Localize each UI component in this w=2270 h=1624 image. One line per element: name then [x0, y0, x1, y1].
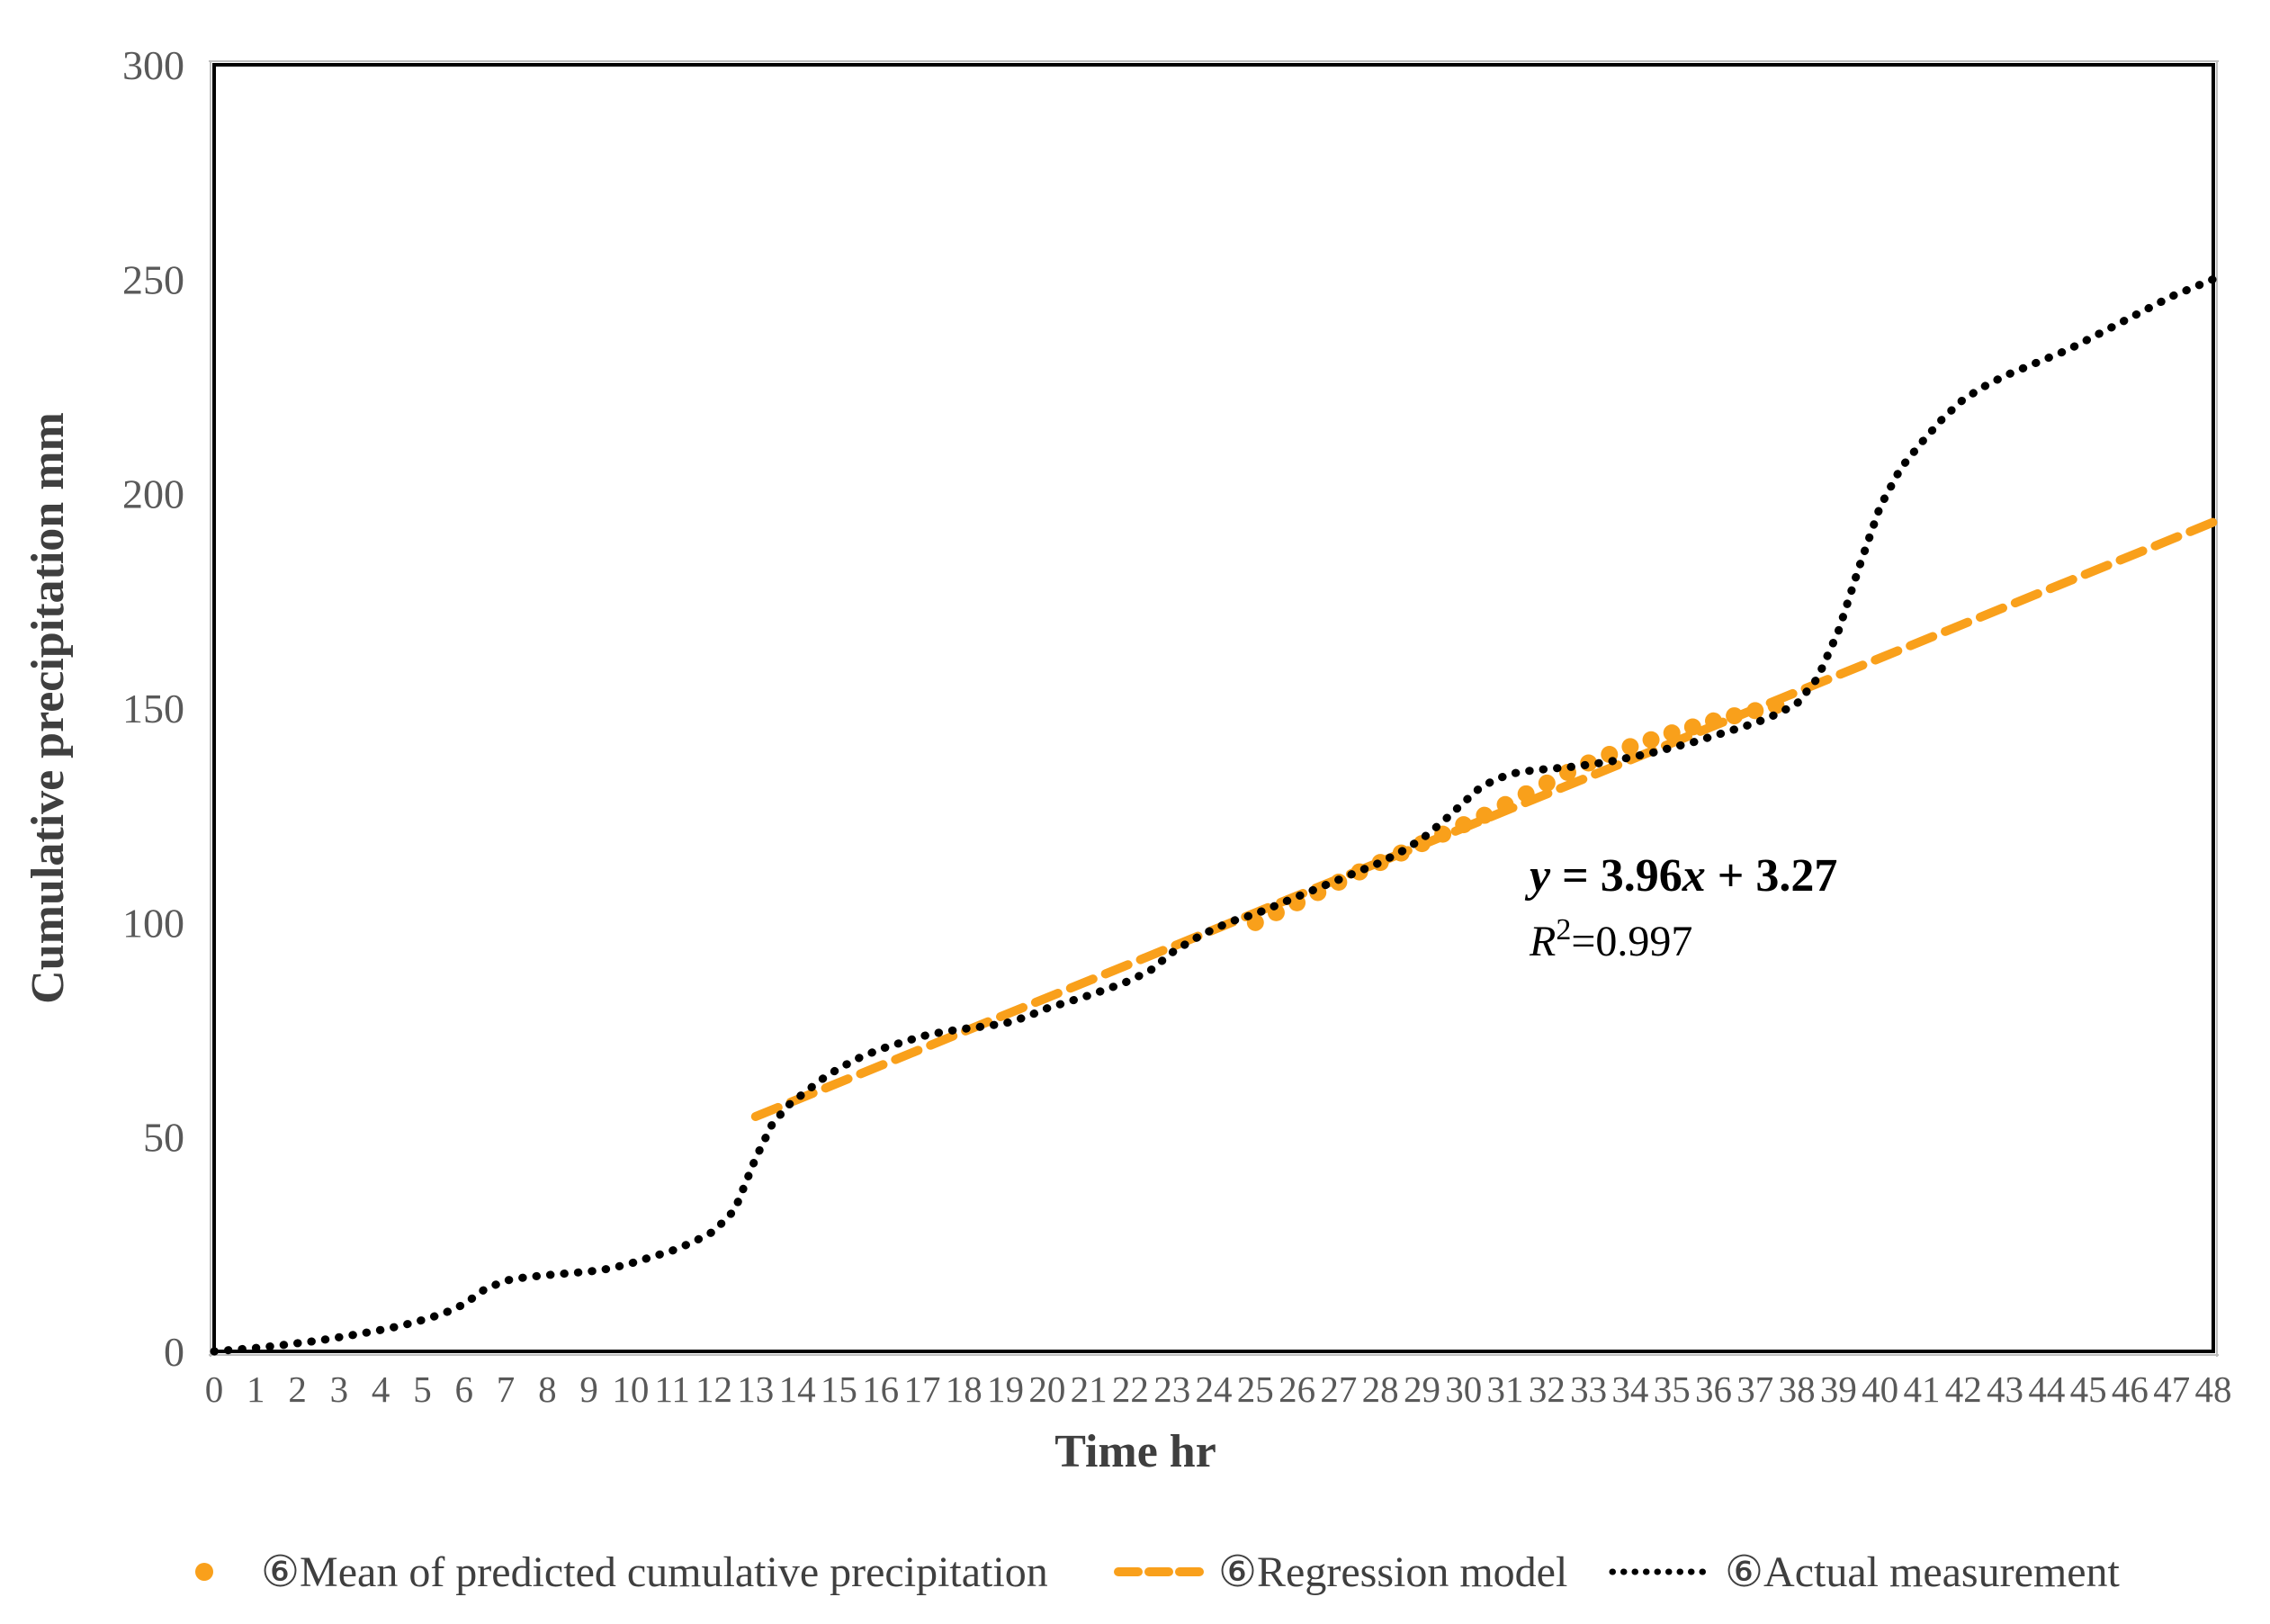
series-actual-measurement: [210, 274, 2218, 1356]
svg-text:28: 28: [1362, 1368, 1399, 1410]
svg-text:40: 40: [1862, 1368, 1898, 1410]
svg-text:24: 24: [1196, 1368, 1233, 1410]
svg-text:36: 36: [1695, 1368, 1732, 1410]
svg-text:35: 35: [1654, 1368, 1691, 1410]
svg-text:41: 41: [1903, 1368, 1940, 1410]
series-regression-model: [750, 517, 2218, 1122]
svg-text:32: 32: [1529, 1368, 1566, 1410]
svg-text:14: 14: [779, 1368, 816, 1410]
svg-text:47: 47: [2153, 1368, 2190, 1410]
svg-text:1: 1: [247, 1368, 265, 1410]
svg-text:16: 16: [862, 1368, 899, 1410]
svg-text:2: 2: [288, 1368, 307, 1410]
svg-text:11: 11: [654, 1368, 689, 1410]
y-axis-ticks: 0 50 100 150 200 250 300: [122, 42, 184, 1375]
svg-text:48: 48: [2195, 1368, 2232, 1410]
svg-text:31: 31: [1487, 1368, 1524, 1410]
svg-text:26: 26: [1279, 1368, 1315, 1410]
svg-text:5: 5: [413, 1368, 432, 1410]
legend-item-2: ⑥Regression model: [1114, 1548, 1567, 1596]
legend-dot-marker: [195, 1563, 213, 1581]
equation-annotation: y = 3.96x + 3.27 R2=0.997: [1524, 850, 1837, 965]
legend-label: ⑥Actual measurement: [1725, 1548, 2121, 1596]
svg-text:6: 6: [455, 1368, 474, 1410]
regression-equation: y = 3.96x + 3.27: [1524, 850, 1837, 902]
svg-text:25: 25: [1237, 1368, 1274, 1410]
x-axis-title: Time hr: [1054, 1426, 1216, 1477]
svg-text:46: 46: [2112, 1368, 2149, 1410]
svg-text:27: 27: [1320, 1368, 1357, 1410]
svg-text:38: 38: [1779, 1368, 1816, 1410]
svg-text:150: 150: [122, 686, 184, 731]
legend: ⑥Mean of predicted cumulative precipitat…: [195, 1548, 2121, 1596]
axis-shadow: [209, 60, 2219, 1357]
plot-area: [212, 63, 2215, 1353]
legend-item-3: ⑥Actual measurement: [1609, 1548, 2121, 1596]
svg-text:34: 34: [1611, 1368, 1648, 1410]
svg-text:13: 13: [737, 1368, 774, 1410]
svg-text:300: 300: [122, 42, 184, 88]
svg-text:29: 29: [1404, 1368, 1440, 1410]
svg-text:0: 0: [164, 1329, 184, 1375]
svg-text:42: 42: [1945, 1368, 1982, 1410]
svg-text:4: 4: [372, 1368, 390, 1410]
svg-text:33: 33: [1570, 1368, 1607, 1410]
svg-text:21: 21: [1071, 1368, 1108, 1410]
svg-text:19: 19: [987, 1368, 1024, 1410]
svg-text:250: 250: [122, 256, 184, 302]
svg-text:200: 200: [122, 471, 184, 517]
svg-text:44: 44: [2028, 1368, 2065, 1410]
svg-text:100: 100: [122, 900, 184, 946]
legend-label: ⑥Mean of predicted cumulative precipitat…: [261, 1548, 1048, 1596]
svg-text:18: 18: [946, 1368, 982, 1410]
svg-text:10: 10: [612, 1368, 649, 1410]
svg-text:0: 0: [205, 1368, 224, 1410]
svg-text:22: 22: [1112, 1368, 1149, 1410]
y-axis-title: Cumulative precipitation mm: [22, 412, 74, 1004]
legend-item-1: ⑥Mean of predicted cumulative precipitat…: [195, 1548, 1048, 1596]
svg-text:9: 9: [579, 1368, 598, 1410]
svg-text:8: 8: [538, 1368, 557, 1410]
svg-text:37: 37: [1736, 1368, 1773, 1410]
svg-text:43: 43: [1987, 1368, 2023, 1410]
svg-text:7: 7: [497, 1368, 516, 1410]
svg-text:45: 45: [2070, 1368, 2107, 1410]
svg-text:30: 30: [1445, 1368, 1482, 1410]
svg-text:17: 17: [903, 1368, 940, 1410]
svg-text:23: 23: [1153, 1368, 1190, 1410]
svg-text:20: 20: [1028, 1368, 1065, 1410]
r-squared-value: R2=0.997: [1529, 913, 1692, 965]
svg-text:3: 3: [330, 1368, 349, 1410]
legend-label: ⑥Regression model: [1218, 1548, 1567, 1596]
svg-text:39: 39: [1820, 1368, 1857, 1410]
svg-text:12: 12: [695, 1368, 732, 1410]
x-axis-ticks: 0 1 2 3 4 5 6 7 8 9 10 11 12 13 14 15 16 17 18 19 20 21 22 23 24…: [205, 1368, 2232, 1410]
svg-text:50: 50: [143, 1115, 184, 1161]
svg-text:15: 15: [821, 1368, 857, 1410]
